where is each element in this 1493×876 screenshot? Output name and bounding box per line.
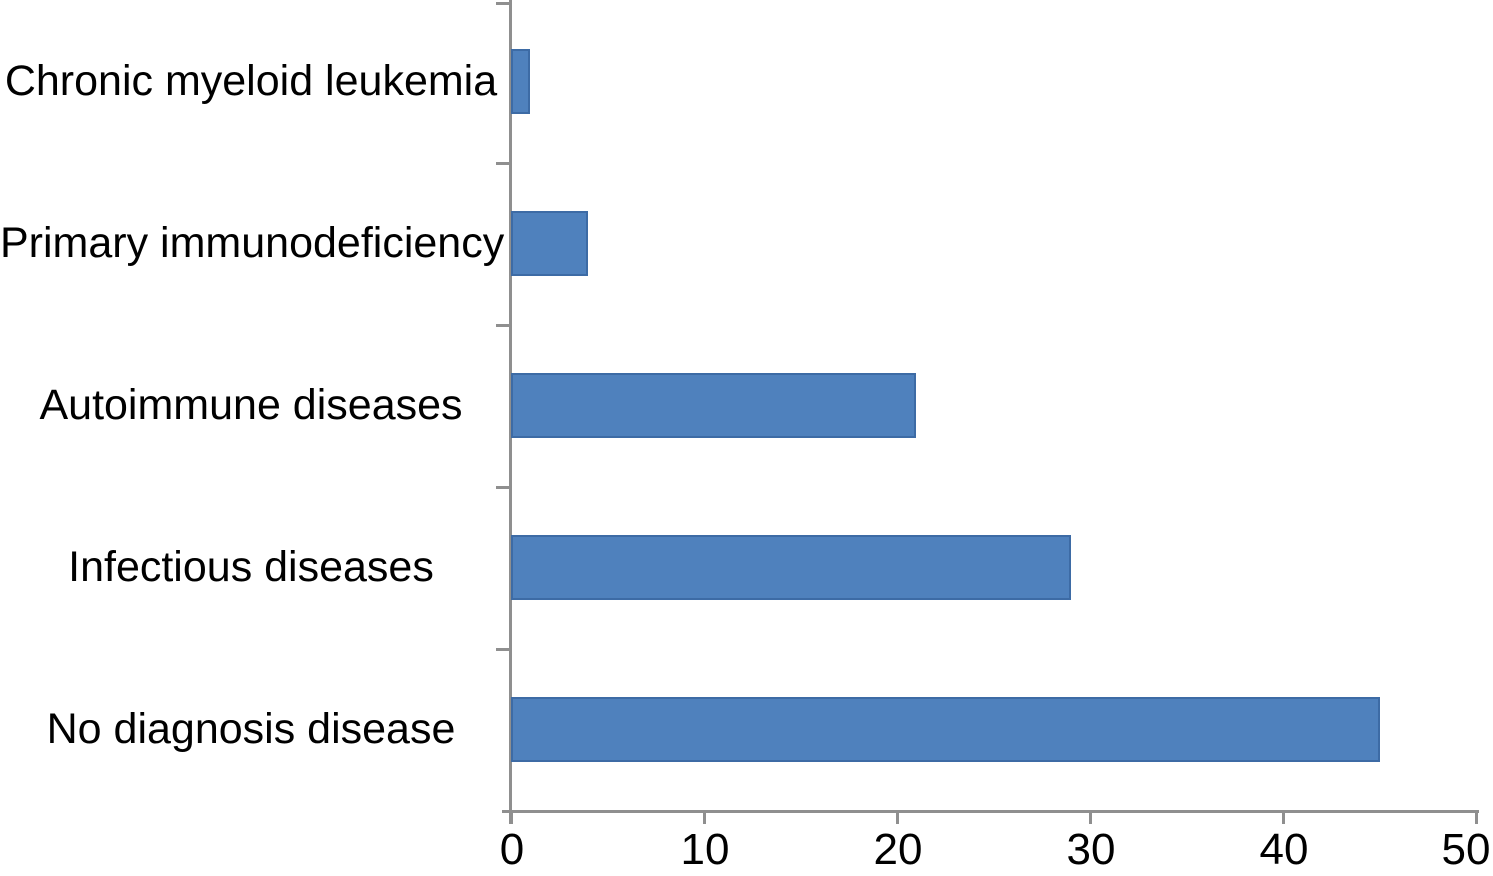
y-axis-band-tick bbox=[496, 486, 509, 489]
x-tick-label: 10 bbox=[680, 825, 730, 874]
y-axis-band-tick bbox=[496, 648, 509, 651]
y-axis-top-tick bbox=[496, 2, 509, 5]
x-tick-label: 40 bbox=[1259, 825, 1309, 874]
x-axis-line bbox=[502, 810, 1479, 813]
y-axis-band-tick bbox=[496, 162, 509, 165]
bar-infectious-diseases bbox=[511, 534, 1071, 600]
bar-autoimmune-diseases bbox=[511, 372, 917, 438]
x-axis-tick-10 bbox=[703, 810, 706, 824]
bar-primary-immunodeficiency bbox=[511, 210, 589, 276]
x-tick-label: 0 bbox=[499, 825, 525, 874]
x-axis-tick-0 bbox=[510, 810, 513, 824]
category-label: Chronic myeloid leukemia bbox=[4, 57, 498, 105]
x-tick-label: 30 bbox=[1066, 825, 1116, 874]
category-label: Autoimmune diseases bbox=[39, 381, 463, 429]
bar-no-diagnosis-disease bbox=[511, 696, 1380, 762]
x-tick-label: 20 bbox=[873, 825, 923, 874]
category-label: No diagnosis disease bbox=[46, 705, 456, 753]
x-axis-tick-50 bbox=[1475, 810, 1478, 824]
category-label: Primary immunodeficiency bbox=[0, 219, 505, 267]
bar-chronic-myeloid-leukemia bbox=[511, 48, 531, 114]
y-axis-band-tick bbox=[496, 324, 509, 327]
y-axis-line bbox=[509, 0, 512, 824]
x-axis-tick-30 bbox=[1089, 810, 1092, 824]
x-axis-tick-40 bbox=[1282, 810, 1285, 824]
x-axis-tick-20 bbox=[896, 810, 899, 824]
x-tick-label: 50 bbox=[1441, 825, 1491, 874]
category-label: Infectious diseases bbox=[68, 543, 434, 591]
